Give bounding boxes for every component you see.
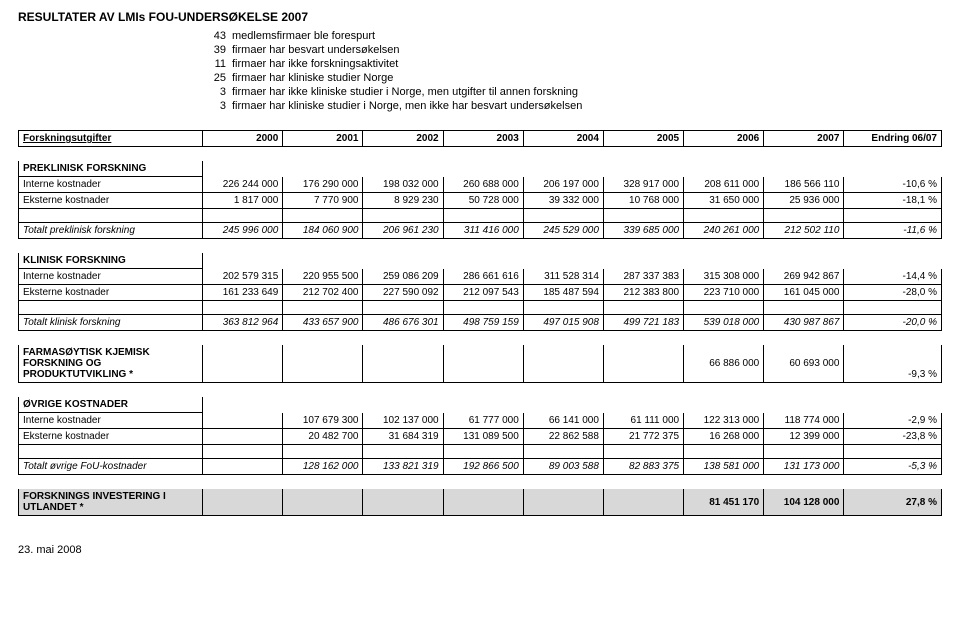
header-year: 2002	[363, 131, 443, 147]
data-row: Interne kostnader 202 579 315220 955 500…	[19, 269, 942, 285]
intro-text: firmaer har besvart undersøkelsen	[232, 44, 582, 58]
section-heading: PREKLINISK FORSKNING	[19, 161, 942, 177]
data-row: Eksterne kostnader 1 817 0007 770 9008 9…	[19, 193, 942, 209]
intro-text: firmaer har ikke forskningsaktivitet	[232, 58, 582, 72]
spacer-row	[19, 445, 942, 459]
intro-count: 39	[18, 44, 232, 58]
total-row: Totalt øvrige FoU-kostnader 128 162 0001…	[19, 459, 942, 475]
header-year: 2004	[523, 131, 603, 147]
header-year: 2005	[603, 131, 683, 147]
header-year: 2001	[283, 131, 363, 147]
intro-row: 11firmaer har ikke forskningsaktivitet	[18, 58, 582, 72]
header-year: 2003	[443, 131, 523, 147]
header-year: 2007	[764, 131, 844, 147]
invest-row: FORSKNINGS INVESTERING I UTLANDET * 81 4…	[19, 489, 942, 516]
intro-count: 3	[18, 86, 232, 100]
intro-text: firmaer har kliniske studier Norge	[232, 72, 582, 86]
header-year: 2006	[684, 131, 764, 147]
intro-count: 11	[18, 58, 232, 72]
intro-row: 25firmaer har kliniske studier Norge	[18, 72, 582, 86]
intro-count: 25	[18, 72, 232, 86]
spacer-row	[19, 383, 942, 397]
intro-text: firmaer har kliniske studier i Norge, me…	[232, 100, 582, 114]
intro-count: 43	[18, 30, 232, 44]
data-row: Eksterne kostnader 161 233 649212 702 40…	[19, 285, 942, 301]
intro-row: 3firmaer har ikke kliniske studier i Nor…	[18, 86, 582, 100]
table-header: Forskningsutgifter 2000 2001 2002 2003 2…	[19, 131, 942, 147]
total-row: Totalt preklinisk forskning 245 996 0001…	[19, 223, 942, 239]
spacer-row	[19, 475, 942, 489]
intro-count: 3	[18, 100, 232, 114]
section-heading: ØVRIGE KOSTNADER	[19, 397, 942, 413]
page-title: RESULTATER AV LMIs FOU-UNDERSØKELSE 2007	[18, 10, 942, 24]
data-row: Eksterne kostnader 20 482 70031 684 3191…	[19, 429, 942, 445]
spacer-row	[19, 147, 942, 161]
intro-list: 43medlemsfirmaer ble forespurt39firmaer …	[18, 30, 582, 114]
intro-row: 39firmaer har besvart undersøkelsen	[18, 44, 582, 58]
spacer-row	[19, 209, 942, 223]
intro-row: 3firmaer har kliniske studier i Norge, m…	[18, 100, 582, 114]
spacer-row	[19, 301, 942, 315]
farma-row: FARMASØYTISK KJEMISK FORSKNING OG PRODUK…	[19, 345, 942, 383]
header-label: Forskningsutgifter	[19, 131, 203, 147]
footer-date: 23. mai 2008	[18, 544, 942, 556]
intro-text: firmaer har ikke kliniske studier i Norg…	[232, 86, 582, 100]
header-change: Endring 06/07	[844, 131, 942, 147]
intro-row: 43medlemsfirmaer ble forespurt	[18, 30, 582, 44]
data-row: Interne kostnader 226 244 000176 290 000…	[19, 177, 942, 193]
header-year: 2000	[203, 131, 283, 147]
section-heading: KLINISK FORSKNING	[19, 253, 942, 269]
total-row: Totalt klinisk forskning 363 812 964433 …	[19, 315, 942, 331]
spacer-row	[19, 239, 942, 253]
spacer-row	[19, 331, 942, 345]
data-row: Interne kostnader 107 679 300102 137 000…	[19, 413, 942, 429]
main-table: Forskningsutgifter 2000 2001 2002 2003 2…	[18, 130, 942, 516]
intro-text: medlemsfirmaer ble forespurt	[232, 30, 582, 44]
